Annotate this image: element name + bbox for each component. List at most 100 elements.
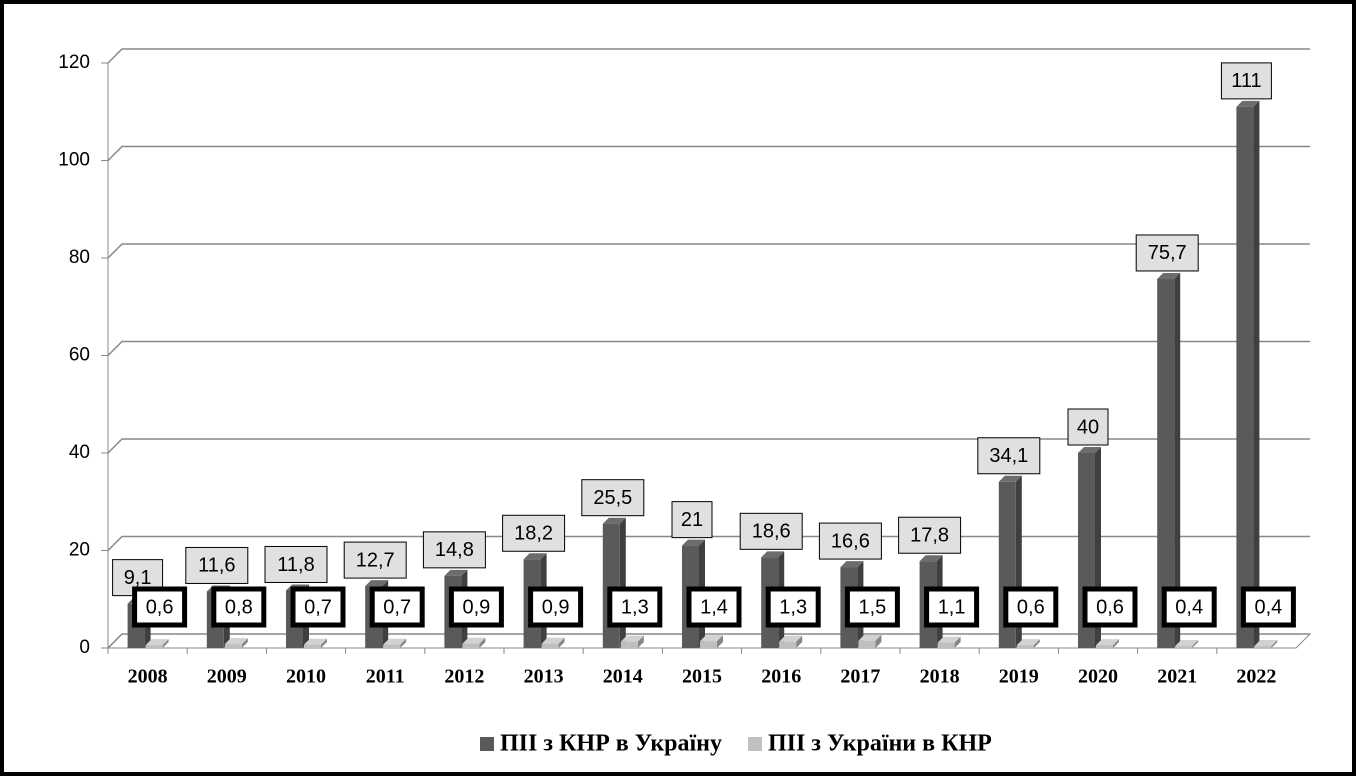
data-label-box (422, 531, 486, 569)
bar-face (700, 641, 717, 648)
bar (383, 638, 407, 648)
data-label: 0,8 (225, 596, 253, 618)
bar (541, 637, 565, 648)
bar-face (145, 639, 169, 646)
data-label: 9,1 (124, 567, 152, 589)
y-tick-label: 60 (69, 345, 90, 366)
bar-face (779, 635, 803, 642)
bar-face (1157, 272, 1181, 279)
bar-face (875, 634, 882, 648)
bar-face (637, 635, 644, 648)
bar-face (1016, 639, 1040, 646)
data-label: 11,8 (277, 554, 314, 576)
bar-face (462, 637, 486, 644)
data-label-box (528, 586, 584, 628)
bar-face (224, 644, 242, 648)
bar-face (365, 580, 389, 587)
data-label-box (448, 586, 504, 628)
grid-line (107, 48, 1310, 64)
data-label: 0,9 (462, 596, 490, 618)
bar (145, 639, 169, 648)
data-label: 0,6 (1017, 596, 1045, 618)
bar (224, 638, 248, 648)
data-label-box (1161, 586, 1217, 628)
bar-face (602, 517, 626, 524)
bar-face (682, 539, 705, 546)
data-label: 18,2 (514, 523, 553, 545)
x-tick-label: 2014 (603, 666, 643, 688)
bar-face (1096, 639, 1119, 646)
bar-face (937, 642, 955, 648)
data-label-box (502, 514, 566, 552)
data-label: 75,7 (1148, 242, 1187, 264)
x-tick-label: 2016 (761, 666, 801, 688)
bar-face (523, 553, 547, 560)
x-tick-label: 2021 (1157, 666, 1197, 688)
data-label: 1,3 (621, 596, 649, 618)
bar-face (761, 551, 785, 558)
data-label-box (844, 586, 900, 628)
x-tick-label: 2012 (444, 666, 484, 688)
bar-face (444, 569, 468, 576)
bar-face (937, 636, 961, 643)
bar-face (840, 561, 864, 568)
x-tick-label: 2008 (128, 666, 168, 688)
bar-face (717, 635, 723, 648)
bar (1096, 639, 1119, 648)
x-tick-label: 2022 (1236, 666, 1276, 688)
data-label-box (1220, 62, 1272, 100)
bar-face (858, 640, 876, 648)
bar (779, 635, 803, 648)
bar-face (400, 638, 407, 648)
data-label-box (924, 586, 980, 628)
data-label-box (581, 479, 645, 517)
y-tick-label: 0 (79, 637, 90, 658)
bar-face (1253, 100, 1260, 648)
data-label: 0,4 (1254, 596, 1282, 618)
bar-face (1078, 447, 1101, 453)
data-label-box (765, 586, 821, 628)
data-label-box (686, 586, 742, 628)
grid-line (107, 243, 1310, 259)
x-tick-label: 2020 (1078, 666, 1118, 688)
data-label-box (132, 586, 188, 628)
bar-face (1096, 645, 1113, 648)
data-label: 0,6 (146, 596, 174, 618)
data-label-box (1135, 234, 1199, 272)
legend-swatch (480, 737, 494, 751)
x-tick-label: 2018 (920, 666, 960, 688)
bar-face (224, 638, 248, 645)
bar-face (858, 634, 882, 641)
data-label-box (343, 541, 407, 579)
data-label-box (818, 522, 882, 560)
bar-face (1174, 272, 1181, 648)
bar-face (1236, 106, 1254, 648)
bar-face (1236, 100, 1260, 107)
bar (1175, 640, 1199, 648)
bar-face (1254, 646, 1272, 648)
bar-face (304, 644, 321, 648)
grid-line (107, 633, 1310, 649)
data-label-box (1240, 586, 1296, 628)
data-label: 1,3 (779, 596, 807, 618)
bar-face (479, 637, 486, 648)
data-label: 0,9 (542, 596, 570, 618)
data-label-box (898, 516, 962, 554)
bar-face (1175, 646, 1193, 648)
bar-face (620, 635, 644, 642)
data-label: 17,8 (910, 525, 949, 547)
bar-face (1157, 278, 1175, 648)
legend-label: ПІІ з КНР в Україну (500, 731, 722, 757)
bar (602, 517, 626, 648)
bar-face (162, 639, 169, 648)
data-label-box (739, 512, 803, 550)
data-label: 111 (1231, 70, 1261, 92)
bar-face (1192, 640, 1199, 648)
bar-face (779, 641, 797, 648)
bar-face (383, 638, 407, 645)
bar-face (619, 517, 626, 648)
data-label: 16,6 (831, 530, 870, 552)
y-tick-label: 40 (69, 442, 90, 463)
